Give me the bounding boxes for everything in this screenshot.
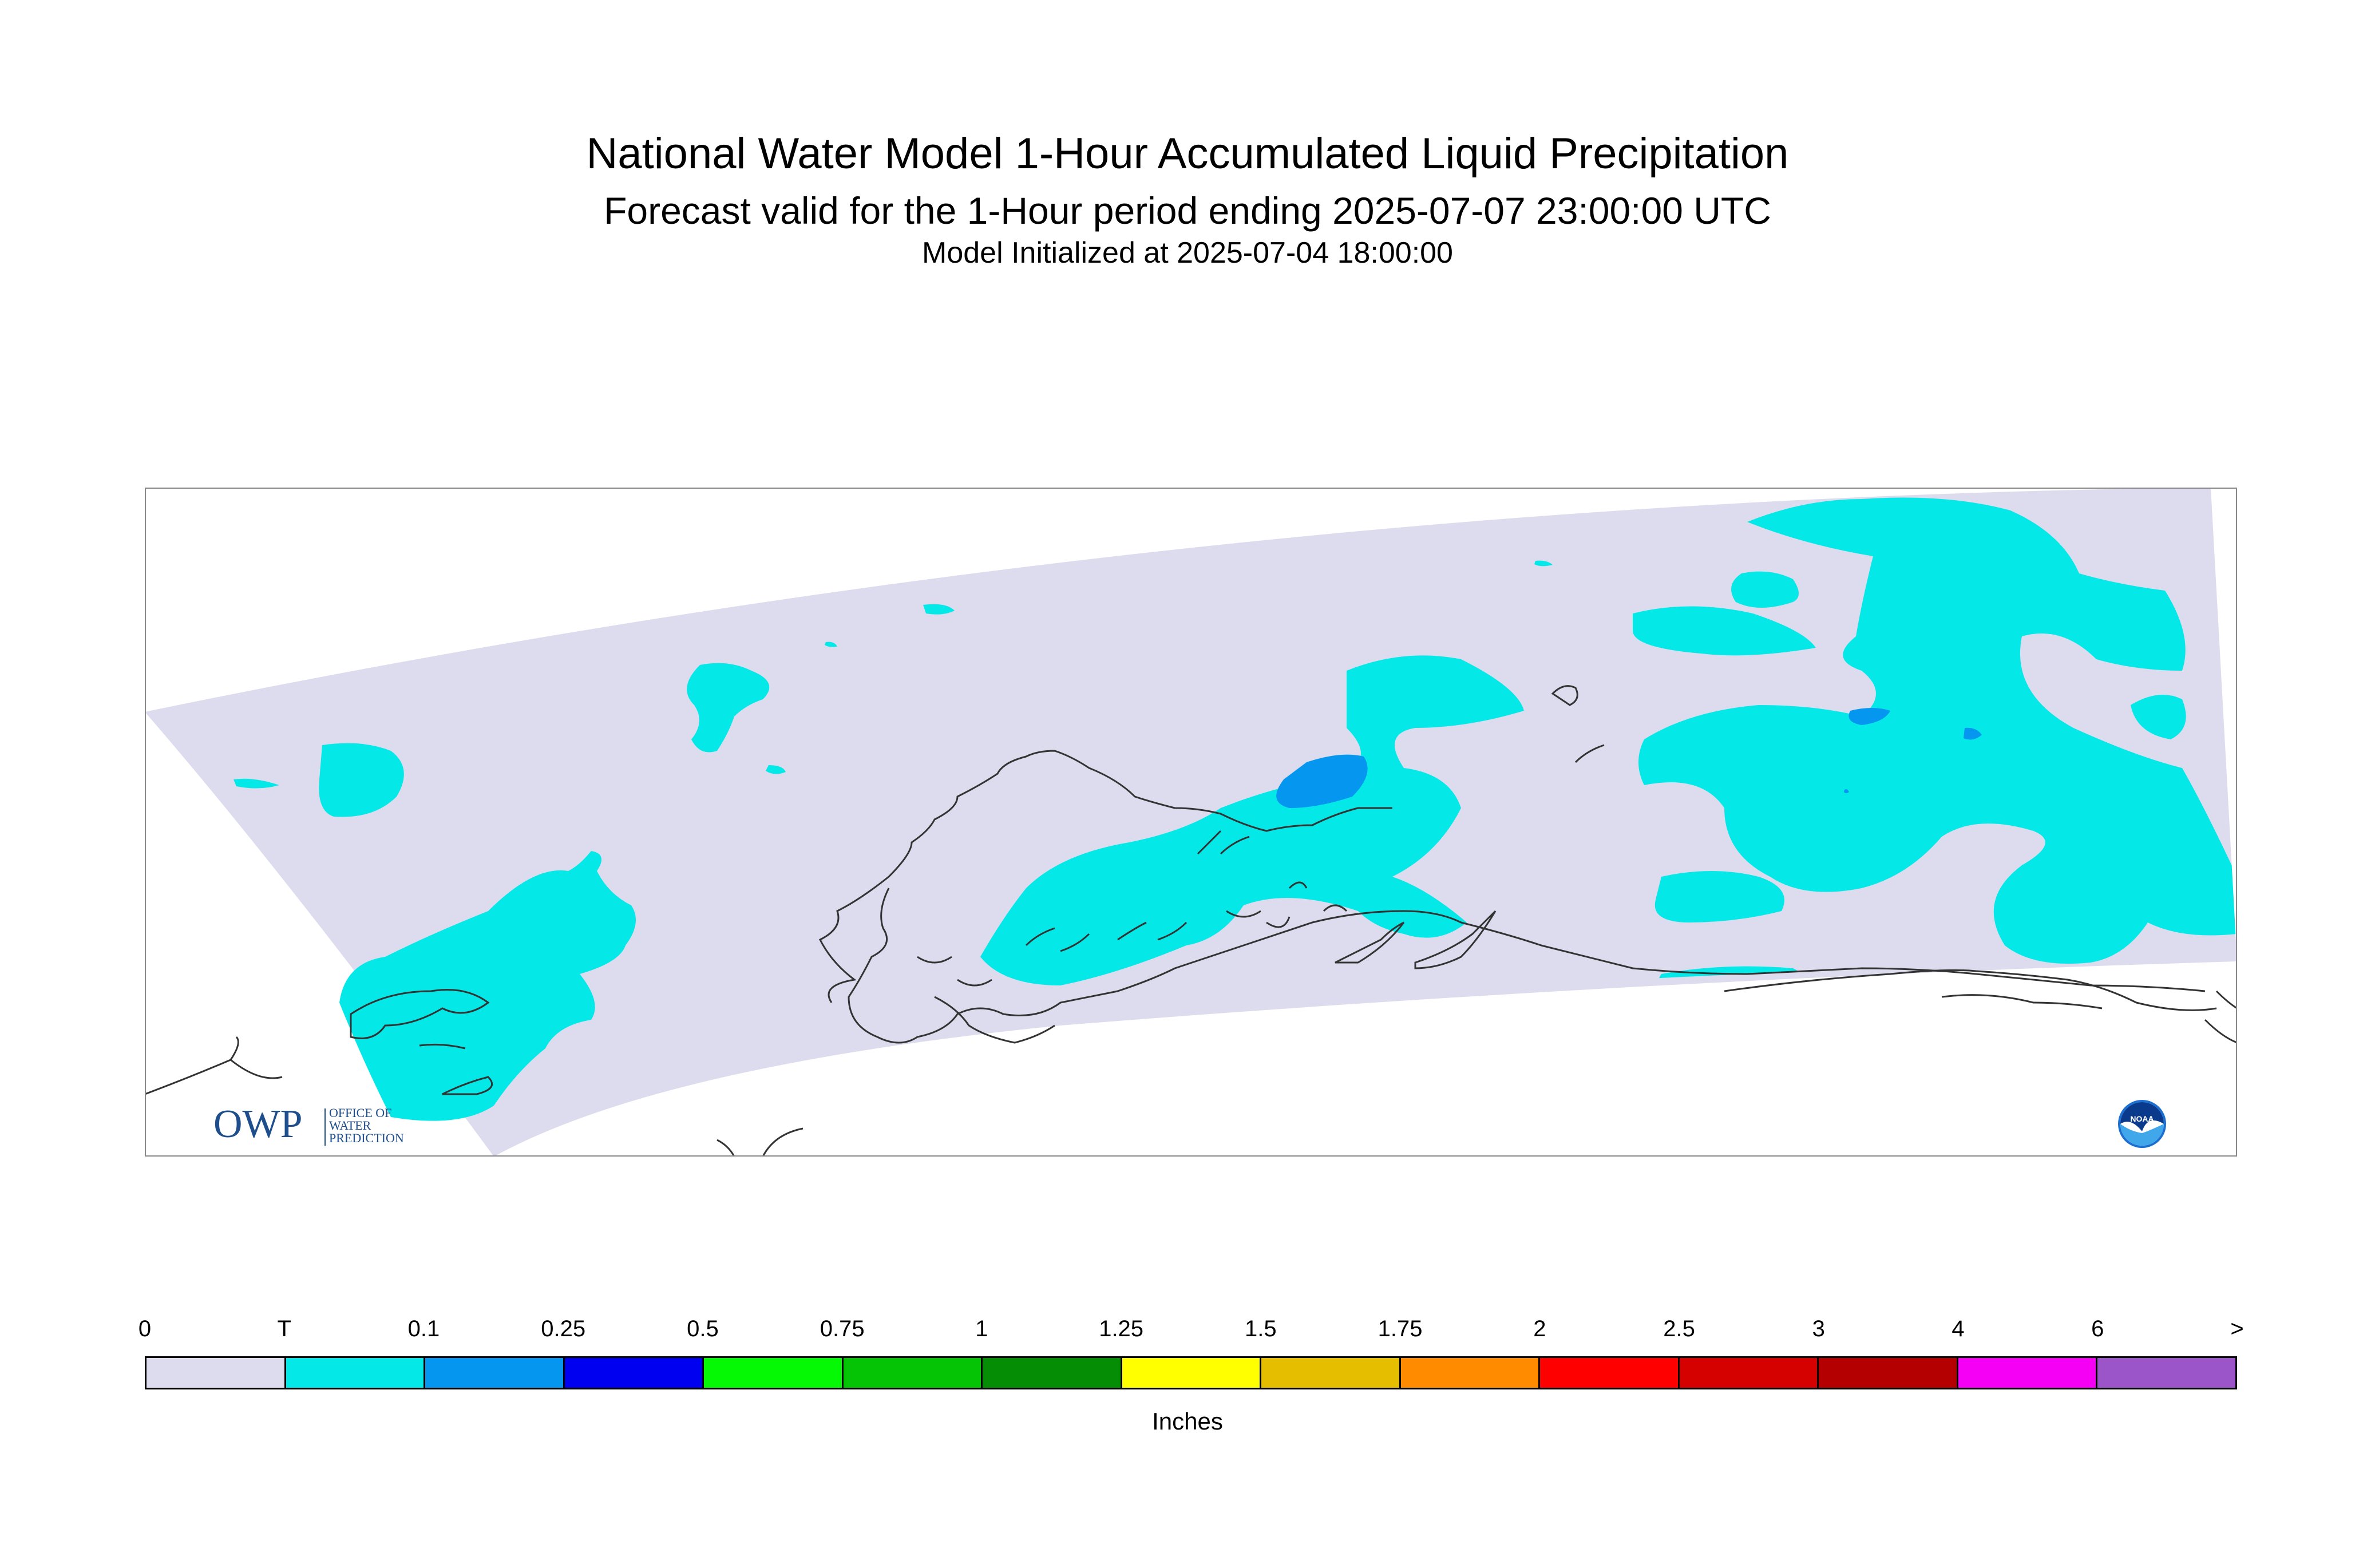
- coastline: [442, 1076, 493, 1095]
- legend-tick-label: 0.5: [687, 1316, 719, 1341]
- owp-logo: OWP OFFICE OF WATER PREDICTION: [213, 1102, 404, 1146]
- noaa-logo-text: NOAA: [2130, 1114, 2154, 1123]
- map-frame: [145, 488, 2237, 1157]
- legend-swatch: [564, 1358, 704, 1388]
- coastline: [1335, 921, 1405, 964]
- precip-area-trace: [1731, 571, 1799, 608]
- coastline: [350, 989, 490, 1039]
- legend-swatch: [425, 1358, 565, 1388]
- coastline: [1197, 830, 1250, 855]
- coastline: [2204, 990, 2237, 1044]
- legend-swatch: [843, 1358, 983, 1388]
- legend-tick-label: 3: [1812, 1316, 1825, 1341]
- legend-swatch: [1679, 1358, 1819, 1388]
- noaa-logo: NOAA: [2118, 1100, 2166, 1148]
- legend-swatch: [1122, 1358, 1262, 1388]
- legend-tick-label: 2.5: [1663, 1316, 1695, 1341]
- precip-area-trace: [319, 743, 404, 817]
- precip-area-trace: [687, 663, 770, 753]
- owp-logo-subtext: WATER: [329, 1118, 371, 1133]
- coastline: [848, 888, 2206, 1044]
- precip-area-trace: [825, 642, 837, 647]
- map-subtitle: Forecast valid for the 1-Hour period end…: [604, 189, 1771, 232]
- legend-swatch: [2097, 1358, 2235, 1388]
- legend-swatch: [1400, 1358, 1541, 1388]
- coastline: [934, 996, 1055, 1044]
- coastline: [1226, 910, 1291, 928]
- legend-swatch: [1540, 1358, 1680, 1388]
- owp-logo-subtext: PREDICTION: [329, 1131, 404, 1145]
- legend-tick-label: 0: [138, 1316, 152, 1341]
- coastline: [1574, 744, 1605, 763]
- precipitation-map: OWP OFFICE OF WATER PREDICTION NOAA: [145, 488, 2237, 1157]
- coastline: [762, 1127, 803, 1157]
- legend-tick-label: 2: [1533, 1316, 1546, 1341]
- precip-area-trace: [923, 604, 955, 615]
- legend-tick-label: 1.25: [1099, 1316, 1144, 1341]
- coastline: [818, 750, 1392, 1003]
- model-domain: [145, 488, 2237, 1157]
- coastline: [419, 1043, 466, 1050]
- precip-area-light: [1964, 727, 1982, 740]
- precip-area-trace: [980, 655, 1524, 985]
- coastline: [1551, 685, 1578, 706]
- coastline: [1941, 994, 2103, 1009]
- coastline: [717, 1139, 735, 1157]
- precip-area-trace: [1638, 497, 2237, 964]
- legend-swatch: [286, 1358, 426, 1388]
- precip-area-trace: [1654, 871, 1784, 922]
- precip-area-light: [1848, 708, 1890, 725]
- legend-tick-label: 6: [2091, 1316, 2104, 1341]
- precip-area-light: [1844, 789, 1849, 793]
- coastline: [1724, 969, 2217, 1011]
- precip-area-trace: [233, 778, 279, 789]
- precip-area-trace: [1633, 606, 1816, 656]
- precip-area-light: [1276, 754, 1368, 808]
- legend-tick-label: 4: [1952, 1316, 1965, 1341]
- precip-area-trace: [339, 851, 636, 1121]
- legend-swatch: [1261, 1358, 1401, 1388]
- legend-tick-label: >: [2230, 1316, 2244, 1341]
- legend-tick-label: 0.75: [820, 1316, 865, 1341]
- coastline: [917, 956, 992, 987]
- legend-colorbar: [145, 1356, 2237, 1389]
- coastline: [1117, 921, 1188, 941]
- precip-area-trace: [2131, 695, 2186, 739]
- coastline: [1414, 910, 1497, 969]
- owp-logo-text: OWP: [213, 1102, 303, 1146]
- legend-swatch: [147, 1358, 286, 1388]
- coastline: [1288, 881, 1348, 912]
- legend-tick-label: 1.5: [1245, 1316, 1277, 1341]
- coastline: [145, 1036, 283, 1095]
- legend-tick-label: T: [277, 1316, 291, 1341]
- legend-units: Inches: [1152, 1408, 1223, 1435]
- map-title: National Water Model 1-Hour Accumulated …: [586, 129, 1789, 178]
- legend-swatch: [983, 1358, 1122, 1388]
- legend-swatch: [1819, 1358, 1958, 1388]
- coastline: [1025, 927, 1090, 952]
- legend-swatch: [1958, 1358, 2098, 1388]
- legend-swatch: [704, 1358, 844, 1388]
- legend-tick-label: 1.75: [1378, 1316, 1423, 1341]
- model-init-time: Model Initialized at 2025-07-04 18:00:00: [922, 236, 1453, 270]
- precip-area-trace: [766, 765, 786, 774]
- legend-tick-label: 0.1: [407, 1316, 440, 1341]
- legend-tick-label: 1: [975, 1316, 988, 1341]
- precip-area-trace: [1534, 560, 1553, 567]
- legend-tick-label: 0.25: [541, 1316, 586, 1341]
- owp-logo-subtext: OFFICE OF: [329, 1106, 391, 1120]
